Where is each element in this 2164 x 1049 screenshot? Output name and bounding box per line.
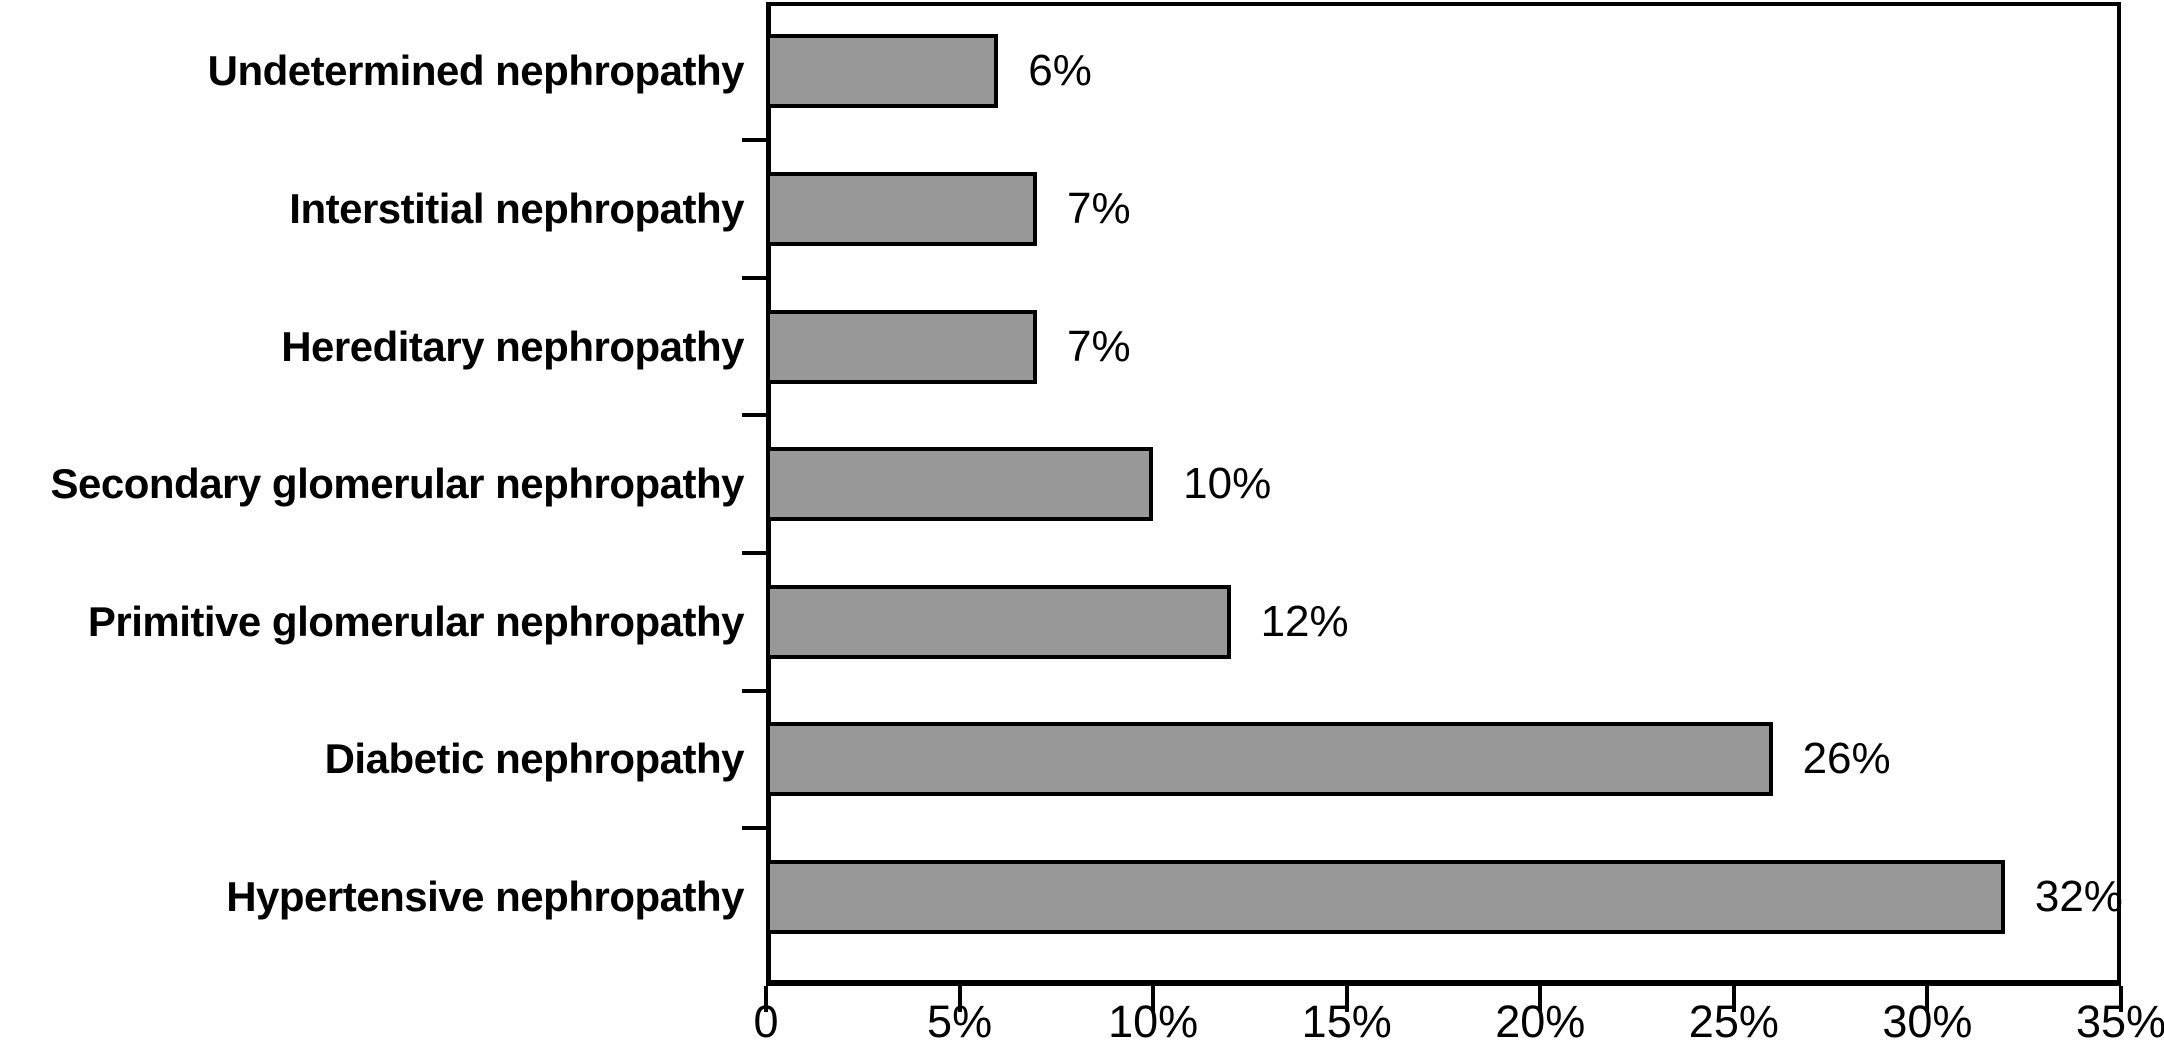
bar-0	[766, 34, 999, 109]
x-axis-tick-2	[1151, 986, 1156, 1012]
x-axis-tick-label-3: 15%	[1301, 996, 1392, 1047]
x-axis-tick-label-6: 30%	[1882, 996, 1973, 1047]
bar-3	[766, 447, 1154, 522]
value-label-0: 6%	[1028, 46, 1092, 96]
x-axis-tick-label-0: 0	[753, 996, 779, 1047]
x-axis-tick-1	[957, 986, 962, 1012]
value-label-6: 32%	[2034, 871, 2123, 921]
y-axis-tick-5	[742, 688, 766, 693]
x-axis-tick-label-5: 25%	[1688, 996, 1779, 1047]
category-label-5: Diabetic nephropathy	[324, 735, 745, 783]
category-label-1: Interstitial nephropathy	[289, 184, 744, 232]
y-axis-tick-2	[742, 275, 766, 280]
bar-6	[766, 859, 2005, 934]
value-label-3: 10%	[1183, 459, 1272, 509]
value-label-4: 12%	[1260, 596, 1349, 646]
value-label-5: 26%	[1802, 734, 1891, 784]
y-axis-tick-3	[742, 413, 766, 418]
x-axis-tick-4	[1538, 986, 1543, 1012]
value-label-1: 7%	[1067, 183, 1131, 233]
x-axis-tick-7	[2119, 986, 2123, 1012]
bar-1	[766, 171, 1037, 246]
category-label-2: Hereditary nephropathy	[281, 322, 744, 370]
x-axis-tick-0	[764, 986, 768, 1012]
value-label-2: 7%	[1067, 321, 1131, 371]
bar-4	[766, 584, 1231, 659]
y-axis-tick-4	[742, 550, 766, 555]
x-axis-tick-5	[1731, 986, 1736, 1012]
y-axis-tick-6	[742, 826, 766, 831]
x-axis-tick-3	[1344, 986, 1349, 1012]
x-axis-tick-label-1: 5%	[927, 996, 993, 1047]
x-axis-tick-label-4: 20%	[1495, 996, 1586, 1047]
category-label-6: Hypertensive nephropathy	[226, 872, 744, 920]
category-label-0: Undetermined nephropathy	[207, 47, 745, 95]
category-label-3: Secondary glomerular nephropathy	[50, 460, 745, 508]
x-axis-tick-6	[1925, 986, 1930, 1012]
x-axis-tick-label-7: 35%	[2075, 996, 2164, 1047]
category-label-4: Primitive glomerular nephropathy	[87, 597, 745, 645]
bar-2	[766, 309, 1037, 384]
x-axis-tick-label-2: 10%	[1108, 996, 1199, 1047]
bar-5	[766, 722, 1773, 797]
y-axis-tick-1	[742, 138, 766, 143]
